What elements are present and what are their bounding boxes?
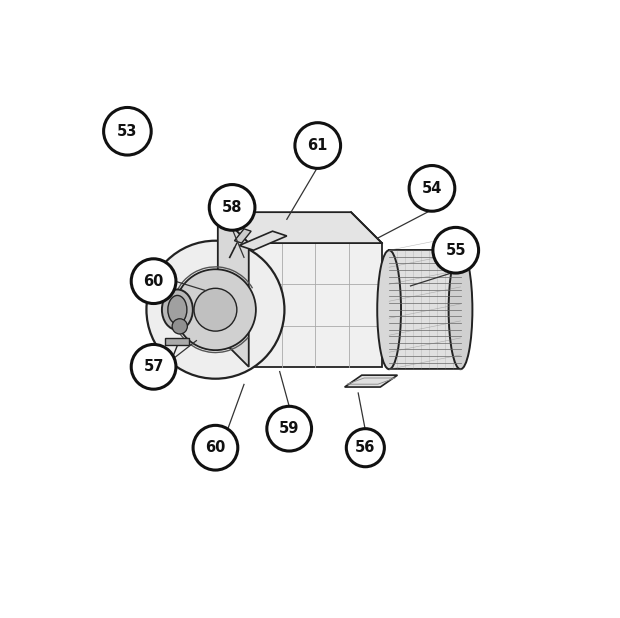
Circle shape (267, 406, 312, 451)
Text: 54: 54 (422, 181, 442, 196)
Circle shape (210, 185, 255, 231)
Ellipse shape (168, 295, 187, 324)
Text: 57: 57 (143, 359, 164, 375)
Polygon shape (218, 212, 382, 243)
Circle shape (409, 166, 455, 211)
Text: 61: 61 (308, 138, 328, 153)
Polygon shape (249, 243, 382, 367)
Circle shape (194, 288, 237, 331)
Polygon shape (239, 231, 287, 250)
Text: 60: 60 (143, 274, 164, 289)
Polygon shape (166, 338, 189, 345)
Circle shape (175, 269, 256, 350)
Circle shape (146, 240, 285, 379)
Text: 55: 55 (446, 243, 466, 258)
Text: 58: 58 (222, 200, 242, 215)
Polygon shape (345, 375, 397, 387)
Polygon shape (234, 229, 251, 243)
Circle shape (193, 425, 238, 470)
Circle shape (172, 319, 187, 334)
Circle shape (295, 123, 340, 168)
Circle shape (131, 259, 176, 303)
Circle shape (131, 344, 176, 389)
Text: 53: 53 (117, 124, 138, 139)
Ellipse shape (162, 289, 193, 330)
Polygon shape (218, 212, 249, 367)
Ellipse shape (449, 250, 472, 369)
Circle shape (104, 108, 151, 155)
Text: 60: 60 (205, 440, 226, 455)
Text: 59: 59 (279, 421, 299, 436)
Circle shape (433, 227, 479, 273)
Polygon shape (389, 250, 461, 369)
Circle shape (347, 429, 384, 467)
Ellipse shape (377, 250, 401, 369)
Text: 56: 56 (355, 440, 376, 455)
